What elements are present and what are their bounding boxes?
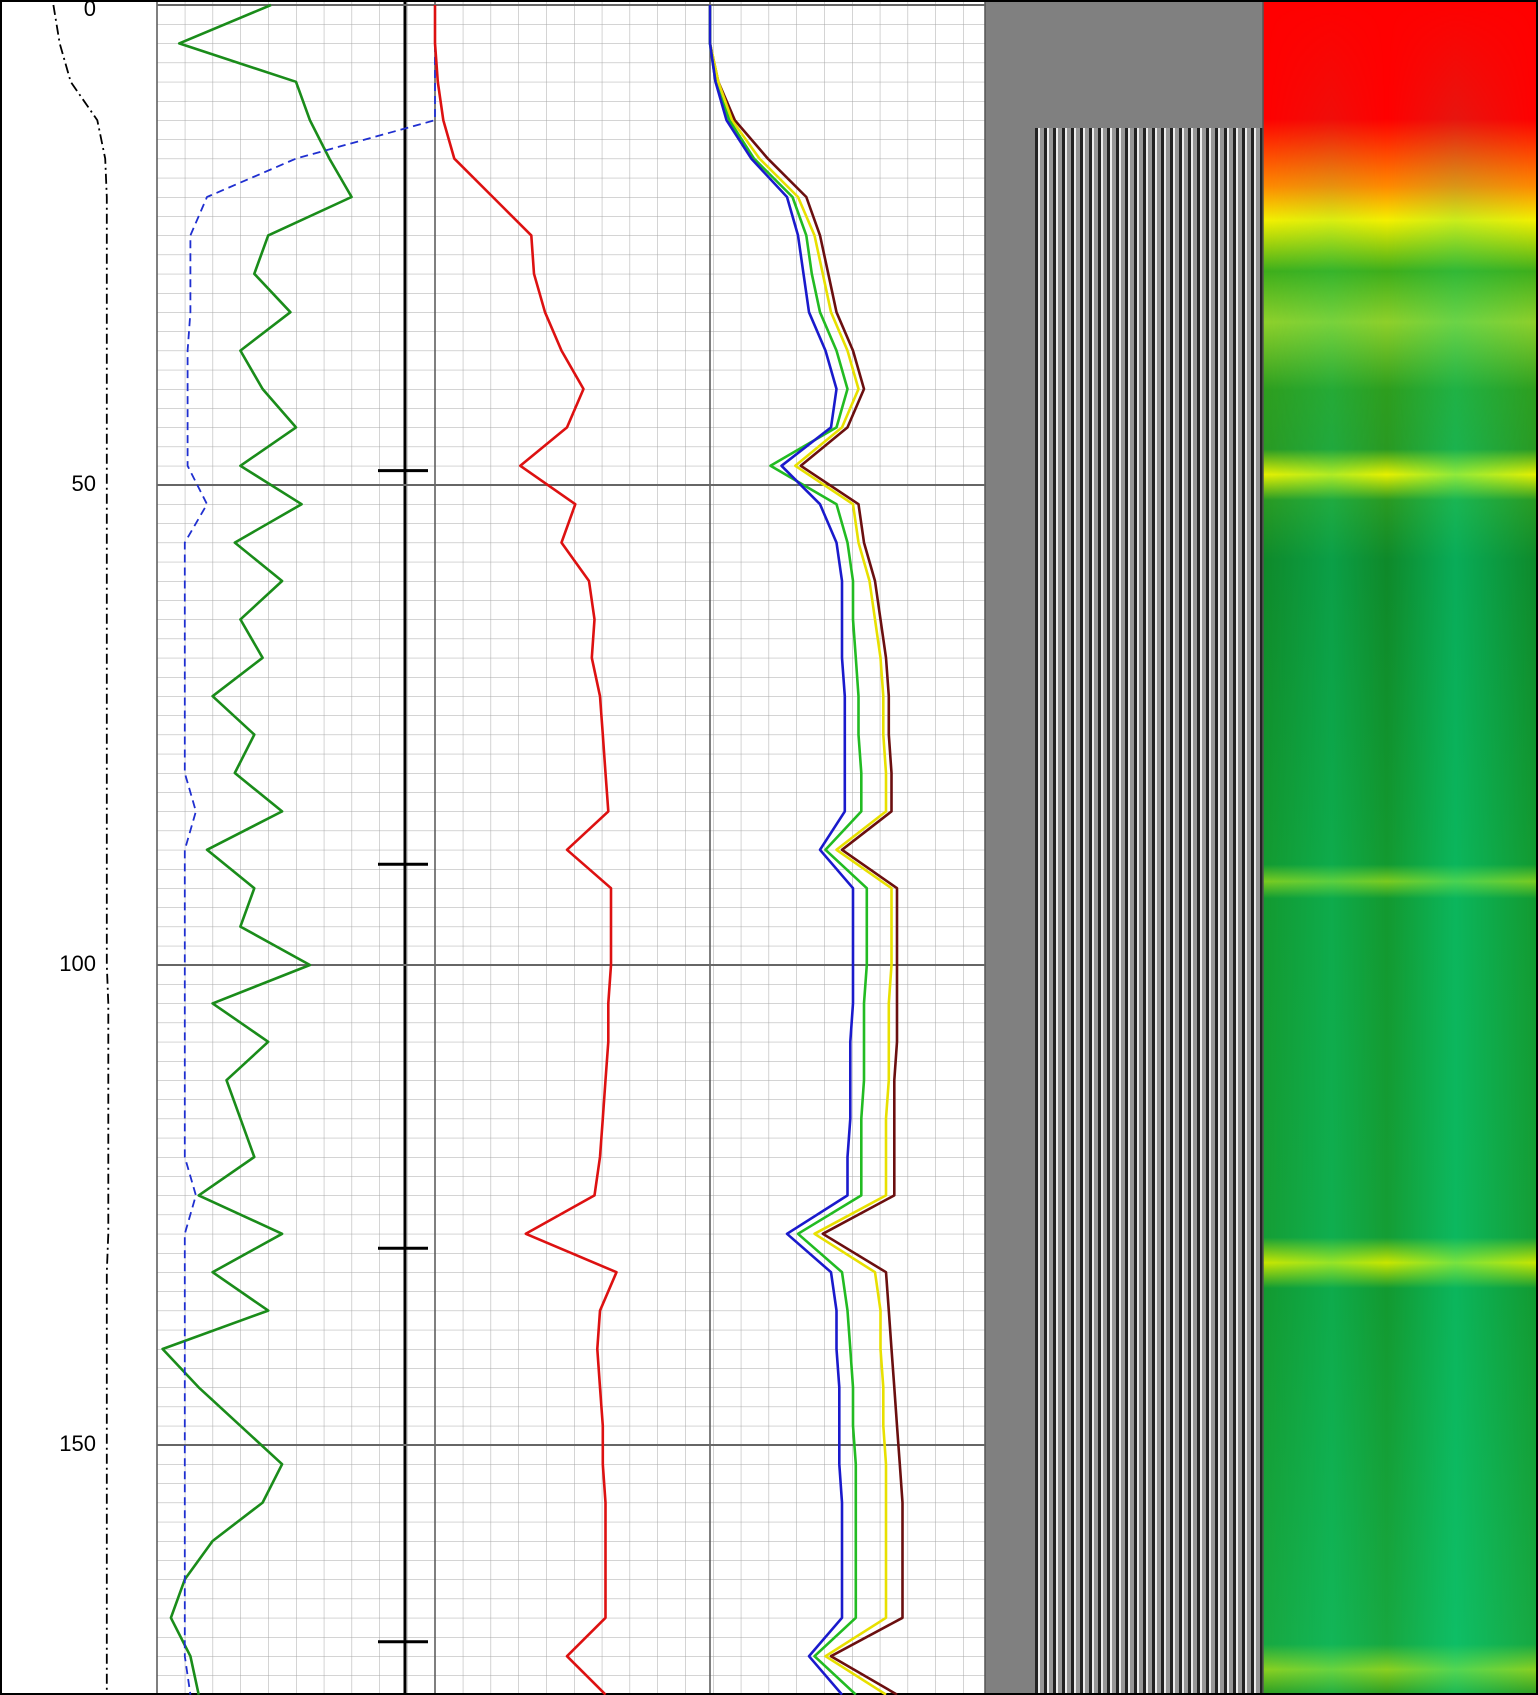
y-tick-label: 150 bbox=[59, 1431, 96, 1456]
log-curve bbox=[708, 5, 904, 1695]
log-curve bbox=[183, 5, 436, 1695]
log-curve bbox=[433, 5, 618, 1695]
log-curve bbox=[708, 5, 855, 1695]
log-curve bbox=[161, 3, 353, 1695]
log-curve bbox=[708, 5, 893, 1695]
y-tick-label: 0 bbox=[84, 0, 96, 21]
log-curve bbox=[708, 5, 869, 1695]
y-tick-label: 50 bbox=[72, 471, 96, 496]
track-borders bbox=[156, 0, 1264, 1695]
heatmap-columns bbox=[1263, 0, 1538, 1695]
y-tick-label: 100 bbox=[59, 951, 96, 976]
waveform-traces bbox=[1035, 128, 1263, 1695]
